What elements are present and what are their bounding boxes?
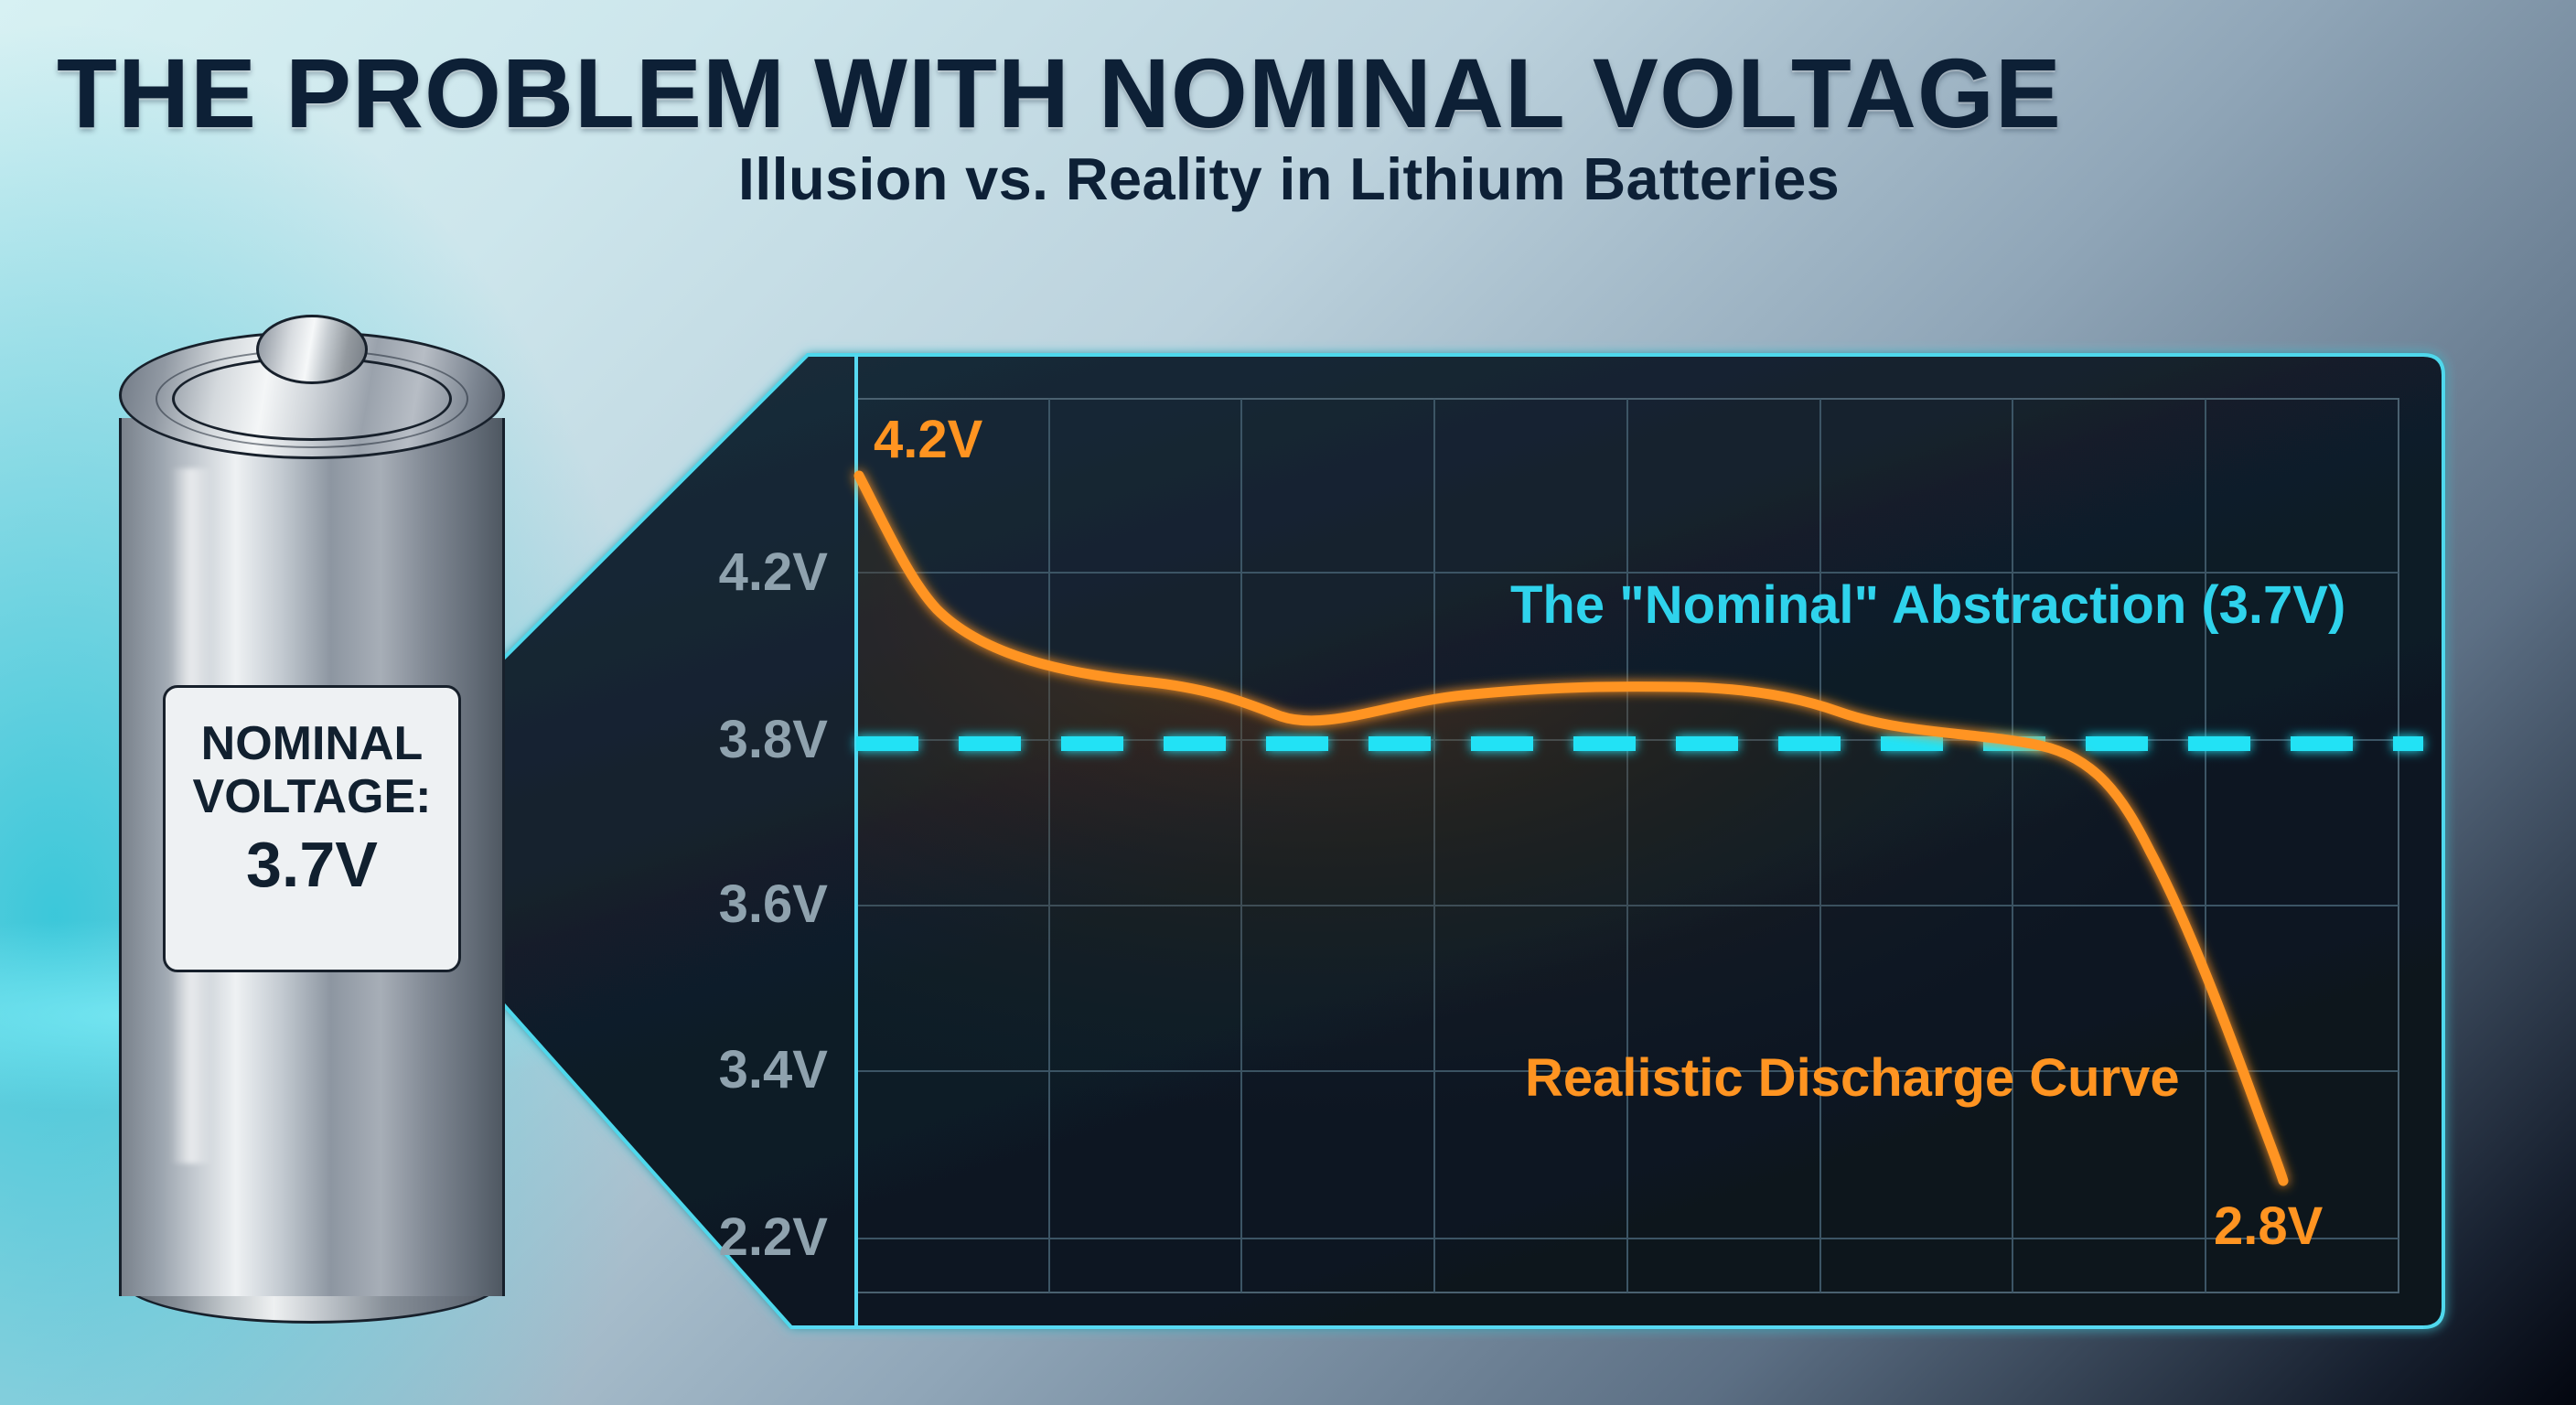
svg-text:Realistic Discharge Curve: Realistic Discharge Curve (1525, 1048, 2180, 1108)
svg-text:2.8V: 2.8V (2214, 1196, 2324, 1256)
svg-text:4.2V: 4.2V (874, 410, 983, 469)
svg-text:3.8V: 3.8V (719, 710, 829, 769)
svg-text:2.2V: 2.2V (719, 1207, 829, 1267)
svg-text:3.4V: 3.4V (719, 1040, 829, 1099)
svg-text:3.6V: 3.6V (719, 874, 829, 934)
svg-text:The "Nominal" Abstraction (3.7: The "Nominal" Abstraction (3.7V) (1510, 575, 2345, 635)
svg-text:4.2V: 4.2V (719, 542, 829, 602)
